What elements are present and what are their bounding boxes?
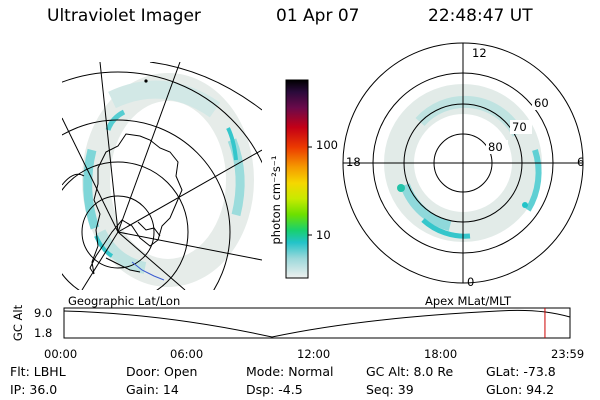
status-ip: IP: 36.0	[10, 382, 58, 397]
mlat-label-60: 60	[534, 96, 549, 110]
mlat-label-70: 70	[512, 120, 527, 134]
status-seq: Seq: 39	[366, 382, 414, 397]
altitude-curve	[63, 309, 571, 338]
status-gc-alt: GC Alt: 8.0 Re	[366, 364, 454, 379]
colorbar-tick-marks	[308, 146, 312, 236]
xtick-1200: 12:00	[297, 347, 331, 361]
pole-marker	[144, 79, 148, 83]
label-bg-70	[510, 120, 532, 134]
mlt-label-6: 6	[577, 155, 585, 169]
label-bg-80	[486, 140, 508, 154]
geographic-panel	[62, 62, 262, 290]
mlt-label-12: 12	[472, 46, 487, 60]
altitude-timeline	[63, 307, 571, 339]
left-panel-label: Geographic Lat/Lon	[68, 294, 181, 308]
colorbar-tick-100: 100	[316, 138, 338, 152]
colorbar-label: photon cm⁻²s⁻¹	[269, 155, 283, 245]
right-panel-label: Apex MLat/MLT	[425, 294, 512, 308]
xtick-0600: 06:00	[170, 347, 204, 361]
aurora-oval-geographic	[82, 73, 254, 287]
status-glon: GLon: 94.2	[486, 382, 555, 397]
mlat-label-80: 80	[488, 140, 503, 154]
altitude-ytick-9: 9.0	[34, 306, 53, 320]
status-door: Door: Open	[126, 364, 198, 379]
mlt-label-0: 0	[467, 275, 475, 289]
timeline-frame	[63, 307, 571, 339]
colorbar-gradient	[285, 79, 309, 279]
time-label: 22:48:47 UT	[428, 6, 533, 26]
status-dsp: Dsp: -4.5	[246, 382, 303, 397]
colorbar	[285, 79, 312, 279]
instrument-title: Ultraviolet Imager	[47, 6, 201, 26]
polar-panel	[342, 42, 584, 284]
colorbar-tick-10: 10	[316, 228, 331, 242]
xtick-1800: 18:00	[424, 347, 458, 361]
altitude-ylabel: GC Alt	[11, 304, 25, 342]
label-bg-60	[532, 96, 554, 110]
status-glat: GLat: -73.8	[486, 364, 556, 379]
status-gain: Gain: 14	[126, 382, 179, 397]
mlt-label-18: 18	[346, 155, 361, 169]
xtick-2359: 23:59	[551, 347, 585, 361]
status-mode: Mode: Normal	[246, 364, 334, 379]
latlon-grid	[62, 62, 262, 290]
mlat-grid	[342, 42, 584, 284]
date-label: 01 Apr 07	[276, 6, 360, 26]
altitude-ytick-1-8: 1.8	[34, 326, 53, 340]
antarctica-coastline	[89, 133, 183, 275]
coastline-segment-blue	[131, 261, 165, 281]
status-filter: Flt: LBHL	[10, 364, 66, 379]
xtick-0000: 00:00	[44, 347, 78, 361]
